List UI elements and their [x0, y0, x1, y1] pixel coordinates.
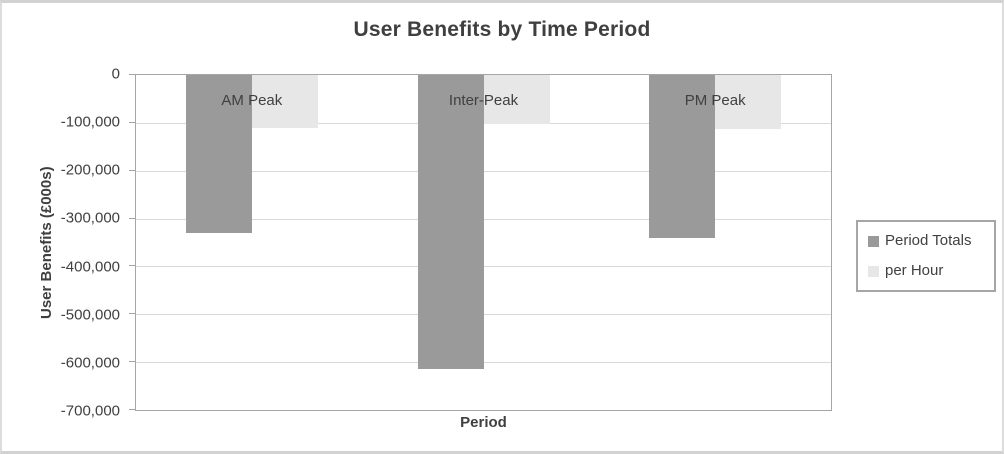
category-label-pm-peak: PM Peak — [684, 92, 746, 109]
legend-item-per-hour: per Hour — [868, 263, 984, 279]
chart-title: User Benefits by Time Period — [353, 18, 651, 41]
y-tick-mark — [129, 313, 135, 315]
legend: Period Totals per Hour — [856, 220, 996, 292]
legend-swatch-period-totals — [868, 235, 879, 247]
bar-period-totals-inter-peak — [417, 75, 484, 370]
y-tick-label: -600,000 — [60, 354, 120, 372]
category-label-am-peak: AM Peak — [221, 92, 283, 109]
y-tick-label: -200,000 — [60, 161, 120, 179]
y-tick-label: -700,000 — [60, 402, 120, 420]
gridline — [136, 314, 831, 316]
legend-swatch-per-hour — [868, 265, 879, 277]
y-tick-label: -500,000 — [60, 306, 120, 324]
plot-area: AM Peak Inter-Peak PM Peak — [129, 74, 832, 411]
gridline — [136, 218, 831, 220]
y-tick-mark — [129, 409, 135, 410]
bar-per-hour-pm-peak — [715, 75, 782, 130]
bar-per-hour-inter-peak — [483, 75, 550, 125]
x-axis-title: Period — [460, 414, 507, 431]
y-tick-label: -400,000 — [60, 258, 120, 276]
y-tick-label: -100,000 — [60, 113, 120, 131]
legend-label-period-totals: Period Totals — [885, 232, 972, 249]
y-tick-mark — [129, 217, 135, 219]
y-tick-mark — [129, 74, 135, 75]
legend-item-period-totals: Period Totals — [868, 233, 984, 249]
gridline — [136, 170, 831, 172]
y-tick-mark — [129, 265, 135, 267]
legend-label-per-hour: per Hour — [885, 262, 944, 279]
y-tick-label: -300,000 — [60, 209, 120, 227]
gridline — [136, 266, 831, 268]
y-tick-mark — [129, 121, 135, 123]
y-axis-labels: 0 -100,000 -200,000 -300,000 -400,000 -500,00… — [2, 66, 128, 420]
bar-per-hour-am-peak — [251, 75, 318, 128]
category-label-inter-peak: Inter-Peak — [448, 92, 519, 109]
bar-period-totals-pm-peak — [649, 75, 716, 238]
y-tick-mark — [129, 361, 135, 363]
y-tick-mark — [129, 169, 135, 171]
bar-period-totals-am-peak — [185, 75, 252, 233]
gridline — [136, 362, 831, 364]
y-tick-label: 0 — [111, 65, 120, 83]
